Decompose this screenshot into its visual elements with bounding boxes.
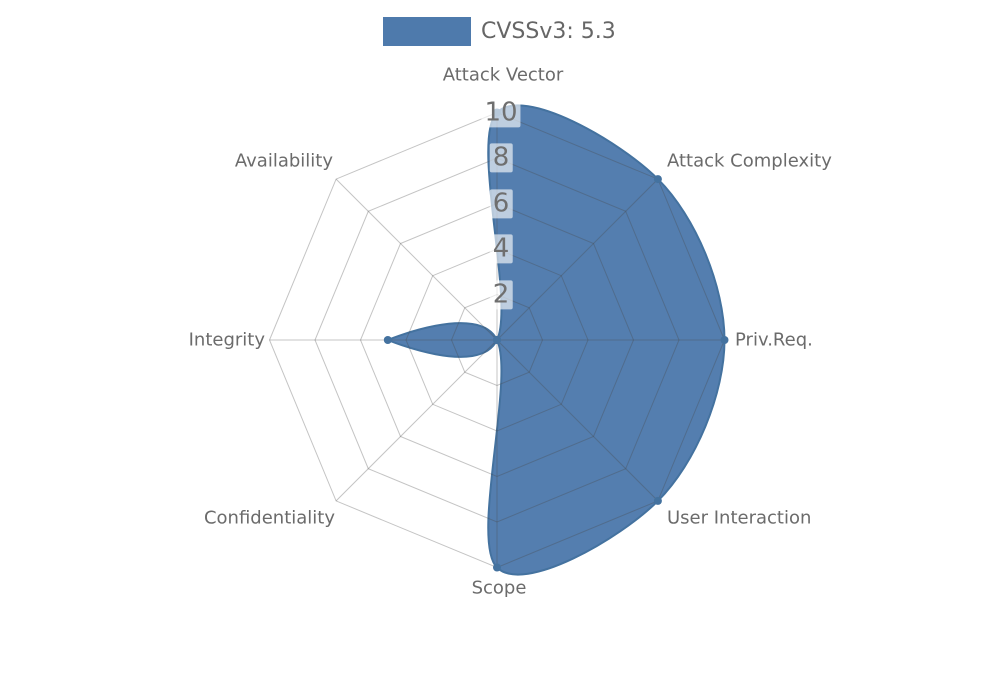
radial-tick-label: 6 [489,188,513,219]
legend-swatch[interactable] [383,17,471,46]
grid-spoke [335,178,498,341]
axis-label-priv-req: Priv.Req. [735,329,813,351]
radial-tick-label: 4 [489,234,513,264]
axis-label-confidentiality: Confidentiality [203,507,335,529]
axis-label-attack-vector: Attack Vector [442,64,564,86]
radial-tick-label: 8 [489,143,513,173]
axis-label-availability: Availability [234,150,333,172]
legend[interactable]: CVSSv3: 5.3 [383,17,616,46]
radar-marker [383,336,392,344]
axis-label-integrity: Integrity [188,329,265,351]
radial-tick-label: 10 [481,97,521,128]
axis-label-attack-complexity: Attack Complexity [667,150,832,172]
grid-ring [359,202,635,478]
grid-ring [314,157,680,523]
legend-label: CVSSv3: 5.3 [481,19,616,44]
radar-marker [653,175,662,184]
grid-ring [450,293,544,387]
radar-marker [493,563,501,572]
axis-label-scope: Scope [471,577,527,599]
grid-ring [405,248,589,432]
radar-marker [720,336,729,344]
axis-label-user-interaction: User Interaction [667,507,812,529]
grid-spoke [335,339,498,502]
radar-marker [493,336,501,344]
grid-spoke [496,339,659,502]
radar-marker [653,496,662,505]
grid-spoke [496,178,659,341]
radial-tick-label: 2 [489,279,513,310]
